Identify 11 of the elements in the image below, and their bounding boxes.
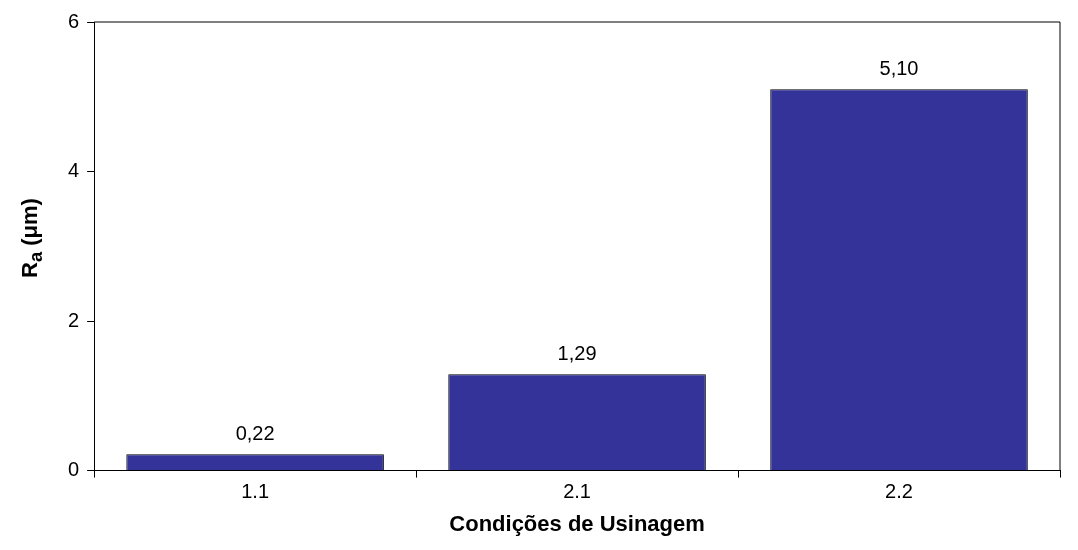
data-label: 0,22	[235, 421, 275, 444]
y-tick-label: 6	[68, 9, 80, 32]
x-tick-label: 2.2	[885, 480, 913, 503]
x-tick-label: 2.1	[563, 480, 591, 503]
x-tick-label: 1.1	[241, 480, 270, 503]
y-tick-label: 2	[68, 308, 80, 331]
data-label: 5,10	[879, 56, 919, 79]
y-tick-label: 4	[68, 159, 80, 182]
x-axis-title: Condições de Usinagem	[449, 510, 705, 536]
y-tick-label: 0	[68, 458, 80, 481]
data-label: 1,29	[557, 341, 597, 364]
